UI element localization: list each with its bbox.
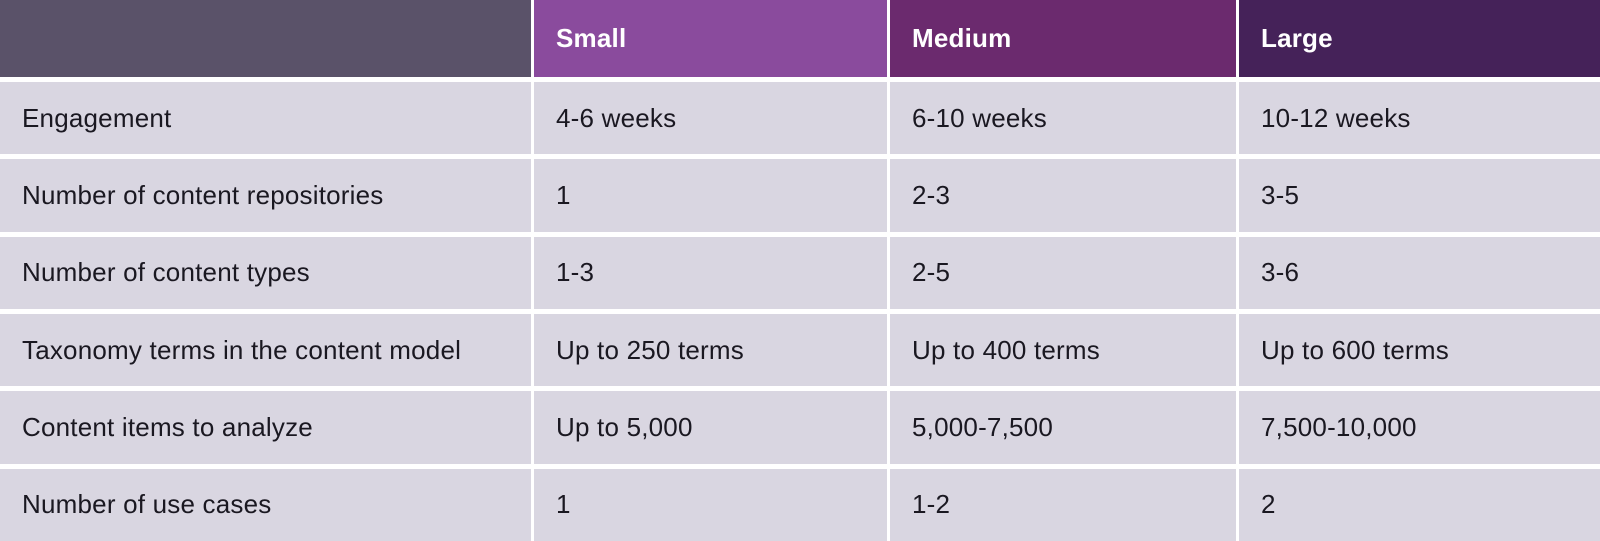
cell-repositories-large: 3-5 xyxy=(1239,159,1600,232)
cell-use-cases-medium: 1-2 xyxy=(890,468,1236,541)
row-label-use-cases: Number of use cases xyxy=(0,468,531,541)
header-large: Large xyxy=(1239,0,1600,77)
row-label-engagement: Engagement xyxy=(0,82,531,155)
cell-content-items-large: 7,500-10,000 xyxy=(1239,391,1600,464)
cell-engagement-large: 10-12 weeks xyxy=(1239,82,1600,155)
row-label-content-items: Content items to analyze xyxy=(0,391,531,464)
header-small: Small xyxy=(534,0,887,77)
cell-repositories-medium: 2-3 xyxy=(890,159,1236,232)
cell-content-items-small: Up to 5,000 xyxy=(534,391,887,464)
cell-content-types-large: 3-6 xyxy=(1239,236,1600,309)
cell-content-items-medium: 5,000-7,500 xyxy=(890,391,1236,464)
row-label-taxonomy-terms: Taxonomy terms in the content model xyxy=(0,314,531,387)
cell-use-cases-large: 2 xyxy=(1239,468,1600,541)
cell-taxonomy-medium: Up to 400 terms xyxy=(890,314,1236,387)
row-label-content-types: Number of content types xyxy=(0,236,531,309)
cell-repositories-small: 1 xyxy=(534,159,887,232)
header-medium: Medium xyxy=(890,0,1236,77)
cell-taxonomy-large: Up to 600 terms xyxy=(1239,314,1600,387)
cell-taxonomy-small: Up to 250 terms xyxy=(534,314,887,387)
cell-engagement-small: 4-6 weeks xyxy=(534,82,887,155)
cell-use-cases-small: 1 xyxy=(534,468,887,541)
row-label-content-repositories: Number of content repositories xyxy=(0,159,531,232)
cell-engagement-medium: 6-10 weeks xyxy=(890,82,1236,155)
cell-content-types-small: 1-3 xyxy=(534,236,887,309)
cell-content-types-medium: 2-5 xyxy=(890,236,1236,309)
header-corner-cell xyxy=(0,0,531,77)
